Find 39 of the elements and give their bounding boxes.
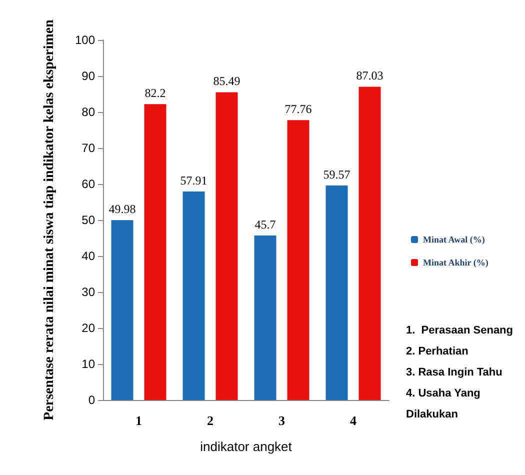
bar [111, 220, 134, 400]
y-tick-label: 70 [82, 141, 96, 155]
text: 1. Perasaan Senang [406, 324, 513, 336]
data-label: 85.49 [213, 74, 240, 88]
x-axis-title: indikator angket [200, 439, 292, 454]
data-label: 77.76 [284, 102, 312, 116]
y-tick-label: 50 [82, 213, 96, 227]
bar [144, 104, 166, 400]
y-tick-label: 90 [82, 69, 96, 83]
bar [358, 86, 381, 400]
text: 4. Usaha Yang Dilakukan [406, 388, 484, 420]
data-label: 59.57 [323, 168, 350, 182]
data-label: 82.2 [144, 86, 166, 100]
y-tick-label: 60 [82, 177, 96, 191]
x-tick-label: 4 [350, 413, 357, 428]
data-label: 87.03 [356, 68, 384, 83]
data-label: 49.98 [108, 202, 136, 216]
legend-label: Minat Awal (%) [423, 234, 485, 244]
bar [287, 120, 310, 400]
y-tick-label: 20 [82, 321, 96, 335]
data-label: 45.7 [254, 217, 276, 232]
bar [216, 92, 238, 400]
y-tick-label: 10 [82, 357, 96, 371]
bar [326, 186, 348, 400]
bar [254, 235, 276, 400]
x-tick-label: 2 [207, 413, 214, 428]
y-tick-label: 30 [82, 285, 96, 299]
y-tick-label: 100 [74, 33, 96, 47]
y-tick-label: 80 [82, 105, 96, 119]
text: 3. Rasa Ingin Tahu [406, 366, 502, 378]
text: 2. Perhatian [406, 346, 469, 358]
x-tick-label: 3 [278, 413, 286, 428]
bar [182, 192, 205, 400]
y-tick-label: 40 [82, 249, 96, 263]
y-axis-title: Persentase rerata nilai minat siswa tiap indikator kelas eksperimen [42, 19, 57, 420]
y-tick-label: 0 [88, 393, 96, 407]
x-tick-label: 1 [136, 413, 142, 428]
data-label: 57.91 [180, 174, 208, 188]
legend-label: Minat Akhir (%) [423, 258, 488, 268]
